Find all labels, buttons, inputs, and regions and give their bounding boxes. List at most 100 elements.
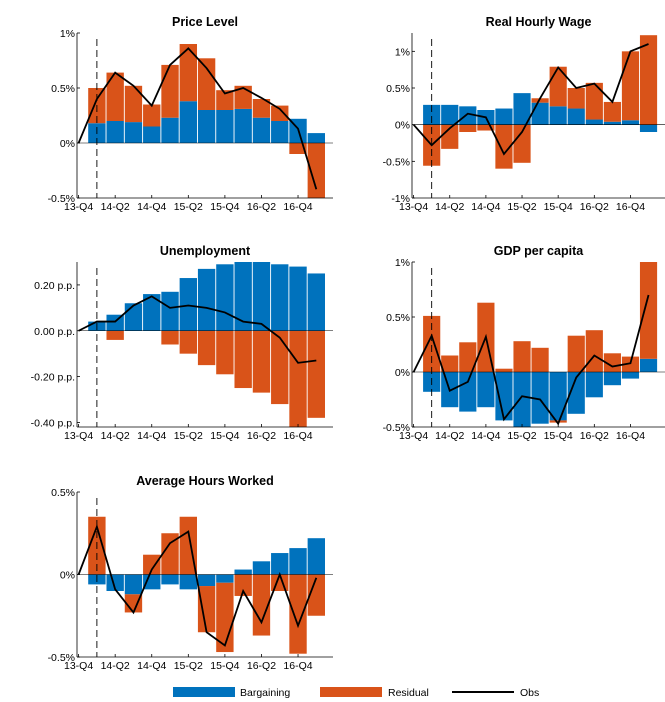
y-tick-label: -0.5% bbox=[48, 652, 75, 664]
bar-residual bbox=[179, 330, 197, 354]
bar-residual bbox=[639, 262, 658, 359]
bar-bargaining bbox=[234, 569, 252, 575]
x-tick-label: 15-Q2 bbox=[174, 430, 203, 442]
plot-area bbox=[412, 35, 665, 198]
bar-bargaining bbox=[252, 262, 271, 331]
chart-title: Real Hourly Wage bbox=[486, 15, 592, 29]
bar-residual bbox=[234, 85, 252, 109]
bar-residual bbox=[567, 88, 585, 109]
x-tick-label: 14-Q4 bbox=[137, 660, 166, 672]
bar-bargaining bbox=[143, 294, 161, 331]
bar-bargaining bbox=[513, 93, 531, 125]
bar-bargaining bbox=[459, 372, 477, 412]
bar-residual bbox=[106, 330, 124, 340]
bar-bargaining bbox=[441, 104, 459, 125]
x-tick-label: 13-Q4 bbox=[64, 430, 93, 442]
bar-bargaining bbox=[271, 121, 289, 143]
bar-residual bbox=[441, 124, 459, 149]
bar-bargaining bbox=[216, 264, 234, 331]
y-tick-label: 1% bbox=[395, 46, 410, 58]
x-tick-label: 16-Q4 bbox=[616, 201, 645, 213]
y-tick-label: -0.40 p.p. bbox=[31, 417, 75, 429]
obs-line bbox=[412, 43, 649, 156]
x-tick-label: 14-Q4 bbox=[137, 201, 166, 213]
bar-bargaining bbox=[495, 108, 513, 125]
bar-bargaining bbox=[567, 108, 585, 125]
y-tick-label: 0% bbox=[60, 138, 75, 150]
x-tick-label: 16-Q4 bbox=[283, 430, 312, 442]
bar-residual bbox=[603, 353, 621, 372]
legend-swatch-residual bbox=[320, 687, 382, 697]
bar-residual bbox=[124, 85, 143, 123]
bar-residual bbox=[621, 51, 640, 121]
panel-average-hours-worked: Average Hours Worked -0.5% 0% 0.5% 13-Q4 14-Q… bbox=[48, 474, 333, 672]
bar-bargaining bbox=[289, 548, 307, 575]
bar-residual bbox=[234, 574, 252, 596]
bar-residual bbox=[513, 341, 531, 372]
y-tick-label: -0.5% bbox=[383, 156, 410, 168]
bar-bargaining bbox=[477, 372, 495, 408]
x-tick-label: 14-Q2 bbox=[101, 201, 130, 213]
bar-residual bbox=[216, 330, 234, 375]
obs-line bbox=[77, 523, 318, 647]
panels: Price Level -0.5% 0% 0.5% 1% 13-Q4 14-Q2 14-Q4 1… bbox=[31, 15, 665, 672]
bar-bargaining bbox=[271, 264, 289, 331]
bar-bargaining bbox=[252, 561, 271, 575]
legend-label-obs: Obs bbox=[520, 687, 539, 699]
bar-residual bbox=[477, 124, 495, 131]
bar-residual bbox=[179, 44, 197, 102]
bar-residual bbox=[252, 574, 271, 636]
chart-title: Unemployment bbox=[160, 244, 251, 258]
x-tick-label: 13-Q4 bbox=[399, 201, 428, 213]
bar-bargaining bbox=[124, 303, 143, 331]
bar-bargaining bbox=[197, 268, 216, 331]
bar-residual bbox=[513, 124, 531, 163]
y-tick-label: 0.00 p.p. bbox=[34, 326, 75, 338]
bar-residual bbox=[197, 58, 216, 110]
bar-bargaining bbox=[567, 372, 585, 414]
x-tick-label: 14-Q2 bbox=[101, 660, 130, 672]
x-tick-label: 13-Q4 bbox=[64, 201, 93, 213]
bar-residual bbox=[639, 35, 658, 125]
plot-area bbox=[77, 262, 333, 427]
y-tick-label: -0.20 p.p. bbox=[31, 372, 75, 384]
x-tick-label: 14-Q2 bbox=[101, 430, 130, 442]
bar-residual bbox=[531, 347, 549, 372]
x-tick-label: 15-Q4 bbox=[210, 660, 239, 672]
bar-residual bbox=[423, 315, 441, 372]
bar-bargaining bbox=[585, 372, 603, 398]
bar-bargaining bbox=[216, 574, 234, 583]
x-tick-label: 14-Q4 bbox=[137, 430, 166, 442]
bar-residual bbox=[271, 330, 289, 405]
bar-residual bbox=[307, 574, 325, 616]
bar-residual bbox=[106, 72, 124, 121]
bar-residual bbox=[459, 124, 477, 132]
bar-bargaining bbox=[307, 273, 325, 331]
x-tick-label: 15-Q2 bbox=[507, 201, 536, 213]
bar-residual bbox=[549, 66, 567, 107]
bar-residual bbox=[441, 355, 459, 372]
x-tick-label: 13-Q4 bbox=[64, 660, 93, 672]
bar-bargaining bbox=[549, 106, 567, 125]
x-tick-label: 14-Q2 bbox=[435, 201, 464, 213]
obs-line bbox=[77, 47, 318, 190]
x-tick-label: 15-Q2 bbox=[507, 430, 536, 442]
bar-bargaining bbox=[143, 126, 161, 143]
bar-bargaining bbox=[106, 121, 124, 143]
bar-bargaining bbox=[603, 121, 621, 125]
bar-bargaining bbox=[423, 104, 441, 125]
bar-bargaining bbox=[197, 110, 216, 143]
bar-bargaining bbox=[161, 291, 179, 331]
bar-residual bbox=[161, 330, 179, 345]
chart-title: Average Hours Worked bbox=[136, 474, 274, 488]
x-tick-label: 16-Q2 bbox=[580, 430, 609, 442]
panel-unemployment: Unemployment -0.40 p.p. -0.20 p.p. 0.00 p.p… bbox=[31, 244, 333, 442]
bar-bargaining bbox=[179, 278, 197, 331]
y-tick-label: 0% bbox=[395, 120, 410, 132]
bar-bargaining bbox=[234, 262, 252, 331]
bar-bargaining bbox=[639, 358, 658, 372]
bar-residual bbox=[307, 330, 325, 418]
panel-gdp-per-capita: GDP per capita -0.5% 0% 0.5% 1% 13-Q4 14-Q2 14-… bbox=[383, 244, 665, 442]
x-tick-label: 13-Q4 bbox=[399, 430, 428, 442]
bar-bargaining bbox=[307, 538, 325, 575]
